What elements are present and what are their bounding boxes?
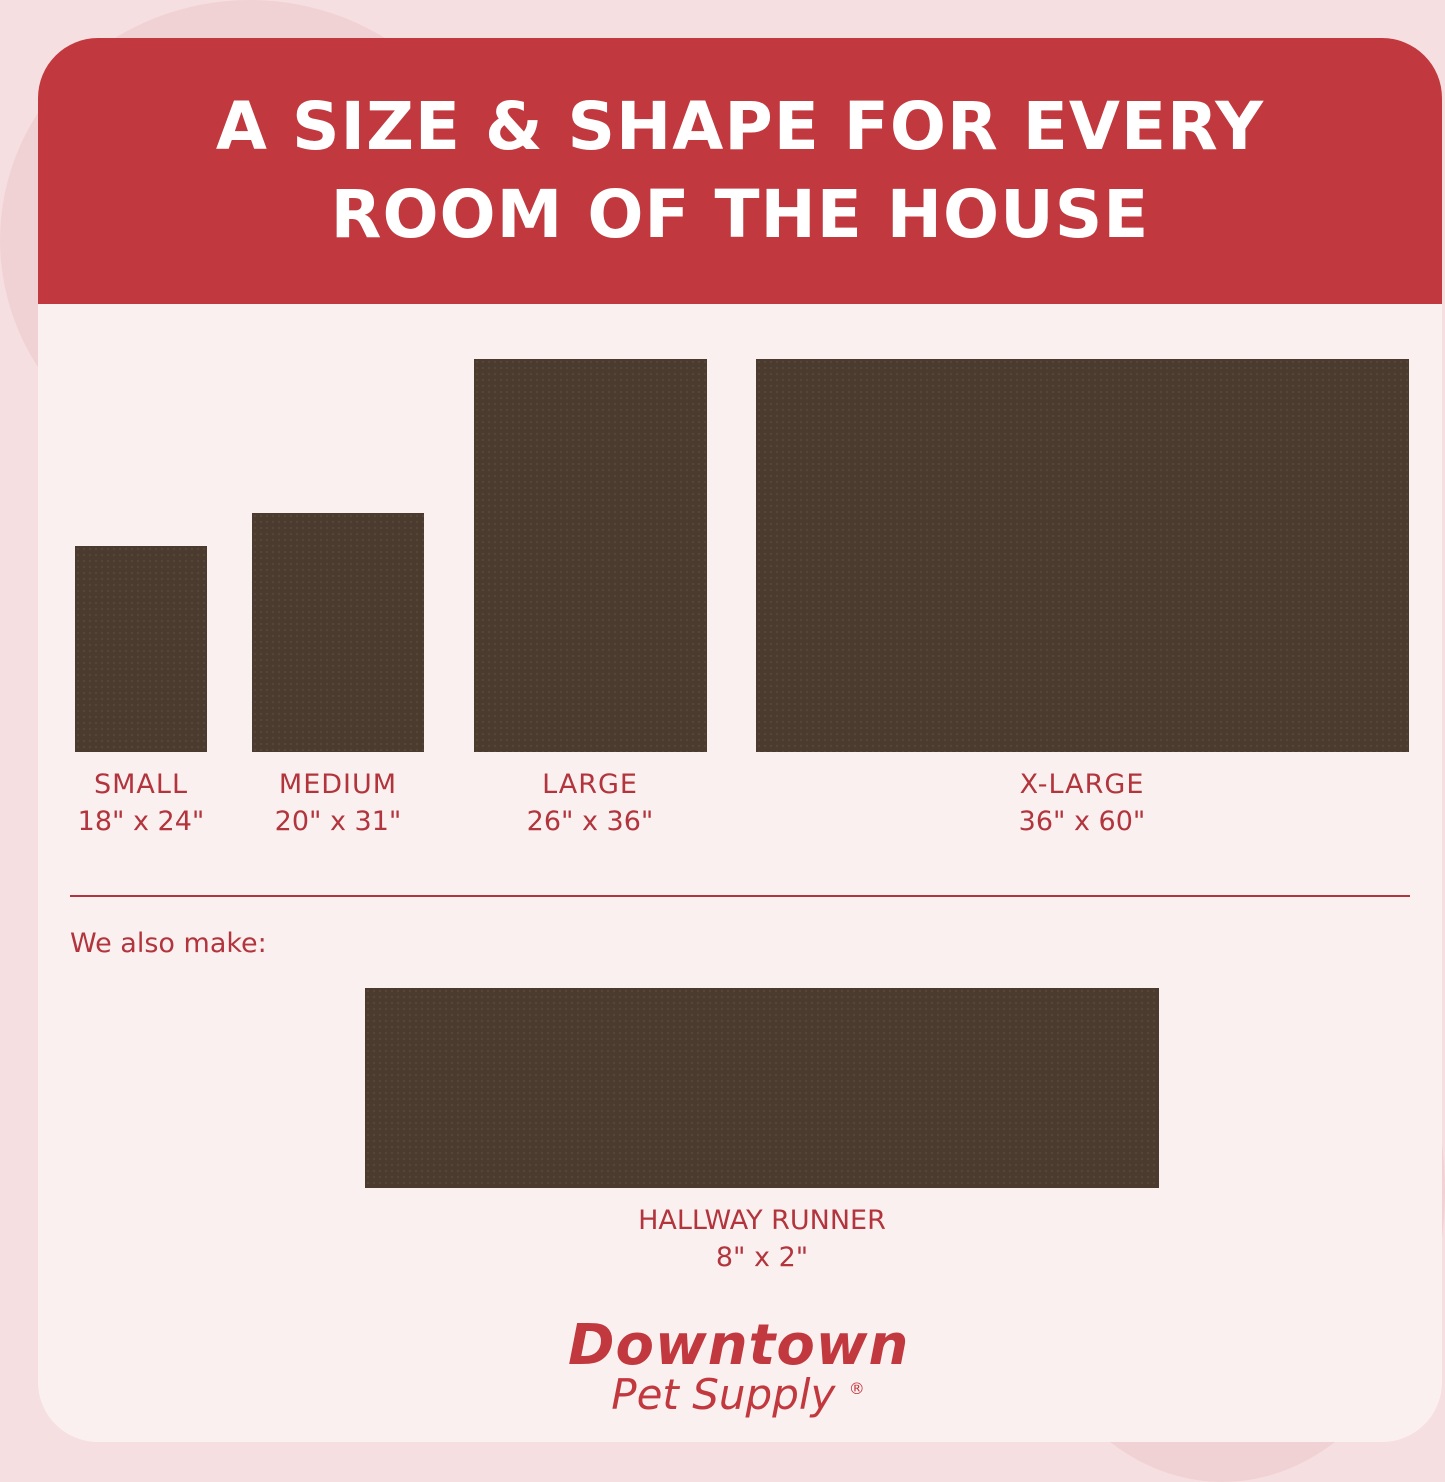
brand-logo: Downtown Pet Supply ® bbox=[568, 1313, 910, 1419]
size-label-xlarge: X-LARGE 36" x 60" bbox=[1018, 769, 1146, 837]
mat-small bbox=[75, 546, 207, 752]
size-label-large: LARGE 26" x 36" bbox=[526, 769, 654, 837]
mat-hallway-runner bbox=[365, 988, 1159, 1188]
infographic-card: A SIZE & SHAPE FOR EVERY ROOM OF THE HOUS… bbox=[38, 38, 1442, 1442]
mat-large bbox=[474, 359, 707, 752]
size-label-runner: HALLWAY RUNNER 8" x 2" bbox=[638, 1205, 886, 1273]
size-label-small: SMALL 18" x 24" bbox=[77, 769, 205, 837]
header-banner: A SIZE & SHAPE FOR EVERY ROOM OF THE HOUS… bbox=[38, 38, 1442, 304]
mat-xlarge bbox=[756, 359, 1409, 752]
mat-medium bbox=[252, 513, 424, 752]
divider bbox=[70, 895, 1410, 897]
page-title: A SIZE & SHAPE FOR EVERY ROOM OF THE HOUS… bbox=[215, 88, 1265, 253]
also-make-label: We also make: bbox=[70, 928, 267, 959]
size-label-medium: MEDIUM 20" x 31" bbox=[274, 769, 402, 837]
